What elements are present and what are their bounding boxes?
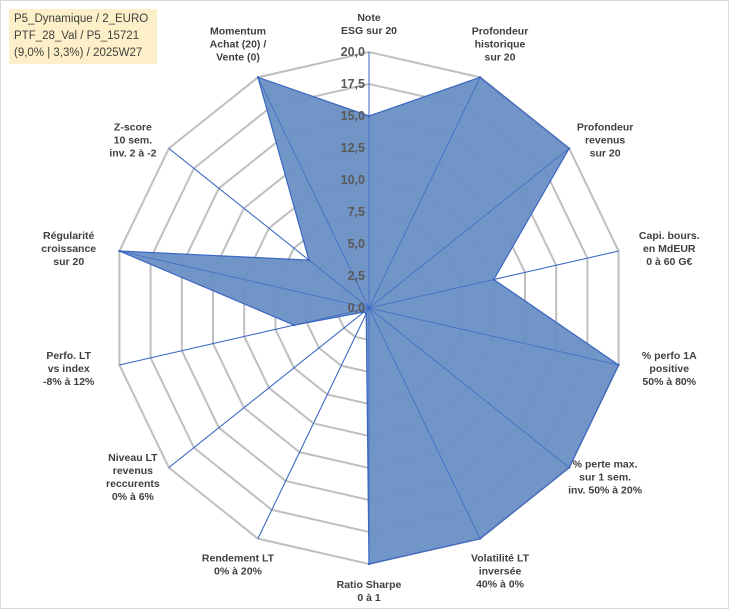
tick-label: 20,0 bbox=[341, 45, 365, 59]
axis-label-line: positive bbox=[649, 363, 689, 375]
axis-label-line: Rendement LT bbox=[202, 552, 275, 564]
tick-label: 5,0 bbox=[348, 237, 365, 251]
axis-spoke-overlay bbox=[368, 307, 619, 366]
axis-spoke-overlay bbox=[257, 77, 370, 309]
axis-label-line: Volatilité LT bbox=[471, 552, 530, 564]
tick-label: 7,5 bbox=[348, 205, 365, 219]
axis-label-line: Ratio Sharpe bbox=[337, 579, 402, 591]
axis-label-line: 0% à 20% bbox=[214, 565, 263, 577]
axis-label: Ratio Sharpe 0 à 1 bbox=[337, 579, 402, 604]
axis-label: Z-score 10 sem. inv. 2 à -2 bbox=[109, 122, 156, 160]
tick-label: 12,5 bbox=[341, 141, 365, 155]
axis-spoke-overlay bbox=[368, 77, 481, 309]
tick-label: 2,5 bbox=[348, 269, 365, 283]
axis-label-line: historique bbox=[475, 39, 526, 51]
axis-spoke-overlay bbox=[368, 250, 619, 309]
axis-label-line: en MdEUR bbox=[643, 243, 696, 255]
tick-label: 10,0 bbox=[341, 173, 365, 187]
axis-label-line: Z-score bbox=[114, 122, 152, 134]
axis-label-line: ESG sur 20 bbox=[341, 25, 397, 37]
axis-spoke-overlay bbox=[119, 307, 370, 366]
axis-label: Profondeur revenus sur 20 bbox=[577, 122, 634, 160]
axis-label: Perfo. LT vs index -8% à 12% bbox=[43, 350, 95, 388]
info-line-stats: (9,0% | 3,3%) / 2025W27 bbox=[14, 47, 143, 59]
axis-label: Momentum Achat (20) / Vente (0) bbox=[210, 26, 267, 64]
axis-label-line: Profondeur bbox=[472, 26, 529, 38]
axis-label-line: Perfo. LT bbox=[46, 350, 91, 362]
axis-label-line: inversée bbox=[479, 565, 522, 577]
axis-label-line: inv. 2 à -2 bbox=[109, 148, 156, 160]
info-line-ptf: PTF_28_Val / P5_15721 bbox=[14, 30, 140, 42]
axis-label: Profondeur historique sur 20 bbox=[472, 26, 529, 64]
axis-spoke-overlay bbox=[257, 307, 370, 539]
axis-spoke-overlay bbox=[368, 307, 481, 539]
tick-label: 17,5 bbox=[341, 77, 365, 91]
info-box: P5_Dynamique / 2_EURO PTF_28_Val / P5_15… bbox=[9, 9, 157, 64]
axis-label-line: Capi. bours. bbox=[639, 230, 700, 242]
tick-label: 0,0 bbox=[348, 301, 365, 315]
axis-label-line: % perfo 1A bbox=[642, 350, 697, 362]
axis-label-line: 50% à 80% bbox=[642, 376, 696, 388]
axis-label-line: Vente (0) bbox=[216, 52, 260, 64]
axis-label: Note ESG sur 20 bbox=[341, 12, 397, 37]
axis-label-line: sur 20 bbox=[590, 148, 621, 160]
axis-label-line: 0% à 6% bbox=[112, 491, 155, 503]
axis-label-line: sur 20 bbox=[485, 52, 516, 64]
axis-label-line: inv. 50% à 20% bbox=[568, 484, 643, 496]
axis-label-line: Achat (20) / bbox=[210, 39, 267, 51]
info-line-portfolio: P5_Dynamique / 2_EURO bbox=[14, 13, 149, 25]
axis-spoke-overlay bbox=[168, 148, 370, 309]
axis-spoke-overlay bbox=[368, 148, 570, 309]
axis-label-line: Profondeur bbox=[577, 122, 634, 134]
tick-label: 15,0 bbox=[341, 109, 365, 123]
axis-label-line: % perte max. bbox=[573, 458, 638, 470]
axis-label-line: sur 20 bbox=[53, 256, 84, 268]
axis-label: % perte max. sur 1 sem. inv. 50% à 20% bbox=[568, 458, 643, 496]
axis-label: % perfo 1A positive 50% à 80% bbox=[642, 350, 697, 388]
axis-spoke-overlay bbox=[368, 307, 570, 468]
axis-label: Régularité croissance sur 20 bbox=[41, 230, 96, 268]
axis-label-line: 0 à 1 bbox=[357, 592, 381, 604]
axis-label-line: Note bbox=[357, 12, 380, 24]
axis-label-line: Momentum bbox=[210, 26, 266, 38]
axis-label-line: -8% à 12% bbox=[43, 376, 95, 388]
axis-label: Rendement LT 0% à 20% bbox=[202, 552, 275, 577]
axis-label-line: sur 1 sem. bbox=[579, 471, 631, 483]
axis-label: Niveau LT revenus reccurents 0% à 6% bbox=[106, 452, 160, 503]
axis-label-line: 40% à 0% bbox=[476, 578, 525, 590]
axis-label-line: revenus bbox=[585, 135, 625, 147]
axis-label-line: Niveau LT bbox=[108, 452, 158, 464]
axis-spoke-overlay bbox=[168, 307, 370, 468]
axis-label-line: vs index bbox=[48, 363, 90, 375]
axis-spoke-overlay bbox=[119, 250, 370, 309]
axis-label: Capi. bours. en MdEUR 0 à 60 G€ bbox=[639, 230, 700, 268]
axis-label-line: 0 à 60 G€ bbox=[646, 256, 692, 268]
axis-label: Volatilité LT inversée 40% à 0% bbox=[471, 552, 530, 590]
axis-label-line: 10 sem. bbox=[114, 135, 153, 147]
axis-label-line: revenus bbox=[113, 465, 153, 477]
axis-label-line: croissance bbox=[41, 243, 96, 255]
axis-label-line: Régularité bbox=[43, 230, 95, 242]
axis-label-line: reccurents bbox=[106, 478, 160, 490]
